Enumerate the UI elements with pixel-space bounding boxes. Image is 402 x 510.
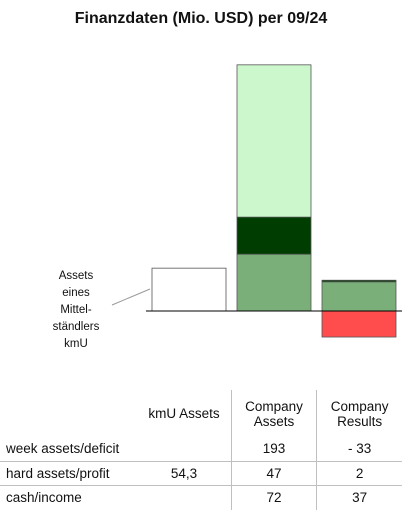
bar-1-week-assets (236, 64, 312, 218)
row-label: cash/income (0, 485, 138, 510)
bar-2-hard-assets-profit (321, 279, 397, 283)
table-header-company-assets: Company Assets (230, 390, 317, 437)
cell-kmu: 54,3 (137, 460, 232, 486)
cell-results: - 33 (316, 437, 402, 461)
table-header-empty (0, 390, 137, 437)
data-table: kmU Assets Company Assets Company Result… (0, 390, 402, 510)
cell-results: 2 (316, 460, 402, 486)
table-header-row: kmU Assets Company Assets Company Result… (0, 390, 402, 437)
table-row: cash/income 72 37 (0, 485, 402, 510)
cell-results: 37 (316, 485, 402, 510)
chart-title: Finanzdaten (Mio. USD) per 09/24 (74, 10, 328, 27)
stacked-bar-chart (111, 64, 402, 338)
bar-1-hard-assets-profit (236, 216, 312, 255)
table-row: hard assets/profit 54,3 47 2 (0, 460, 402, 486)
table-header-company-results: Company Results (316, 390, 402, 437)
annotation-leader-line (111, 288, 151, 306)
cell-assets: 47 (230, 460, 317, 486)
bar-1-cash-income (236, 253, 312, 312)
row-label: hard assets/profit (0, 460, 138, 486)
cell-assets: 72 (230, 485, 317, 510)
cell-kmu (137, 437, 231, 461)
cell-kmu (137, 485, 232, 510)
bar-kmu-assets (151, 267, 227, 312)
table-row: week assets/deficit 193 - 33 (0, 437, 402, 461)
kmu-annotation: Assets eines Mittel- ständlers kmU (52, 270, 100, 350)
bar-2-deficit (321, 310, 397, 338)
bar-2-cash-income (321, 281, 397, 312)
table-header-kmu: kmU Assets (148, 406, 220, 421)
cell-assets: 193 (230, 437, 317, 461)
row-label: week assets/deficit (6, 441, 120, 457)
